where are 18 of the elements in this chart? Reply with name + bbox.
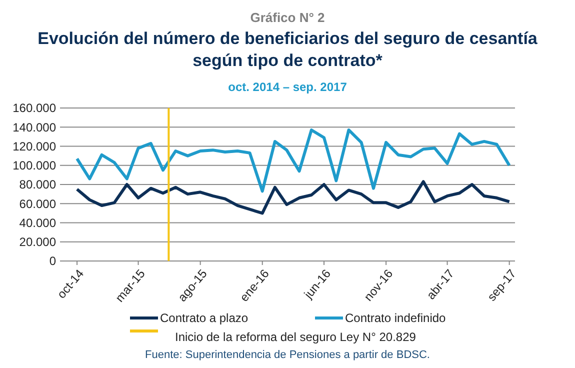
y-tick-label: 0 bbox=[49, 254, 56, 268]
y-tick-label: 100.000 bbox=[12, 158, 56, 173]
line-series bbox=[76, 128, 511, 193]
text: oct. 2014 – sep. 2017 bbox=[228, 80, 348, 94]
legend-label: Inicio de la reforma del seguro Ley N° 20.829 bbox=[175, 330, 416, 344]
y-tick-label: 140.000 bbox=[12, 120, 56, 134]
y-tick-label: 60.000 bbox=[19, 196, 56, 211]
y-tick-label: 20.000 bbox=[19, 235, 56, 250]
y-tick-label: 160.000 bbox=[12, 101, 56, 116]
source-note: Fuente: Superintendencia de Pensiones a partir de BDSC. bbox=[145, 349, 430, 361]
line-series bbox=[76, 180, 511, 215]
legend-label: Contrato a plazo bbox=[160, 311, 248, 326]
y-tick-label: 80.000 bbox=[19, 178, 56, 192]
y-tick-label: 120.000 bbox=[12, 139, 56, 154]
legend-label: Contrato indefinido bbox=[345, 311, 446, 326]
chart-title: Gráfico N° 2 bbox=[250, 10, 325, 25]
y-tick-label: 40.000 bbox=[19, 216, 56, 230]
chart-subtitle: Evolución del número de beneficiarios del seguro de cesantía según tipo de contrato* bbox=[36, 28, 538, 72]
